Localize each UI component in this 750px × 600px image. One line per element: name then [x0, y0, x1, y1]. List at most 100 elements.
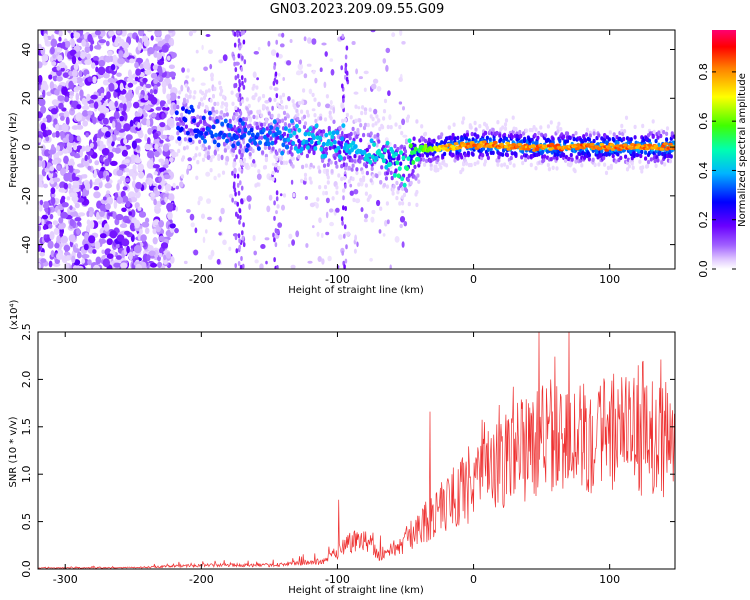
ridge-halo	[253, 163, 257, 168]
noise-blob	[87, 110, 93, 116]
noise-blob	[54, 258, 60, 264]
ridge-halo	[223, 102, 227, 107]
ridge-halo	[471, 152, 475, 157]
scatter-dot	[378, 229, 382, 234]
ridge-halo	[234, 105, 238, 111]
ridge-halo	[367, 144, 371, 150]
ridge-halo	[176, 131, 180, 136]
ridge-halo	[350, 158, 354, 163]
streak-dot	[276, 229, 279, 235]
noise-blob	[107, 50, 113, 57]
ridge-halo	[256, 182, 260, 187]
streak-dot	[240, 185, 244, 191]
noise-blob	[150, 35, 154, 41]
noise-blob	[95, 66, 99, 73]
ridge-core	[261, 127, 266, 133]
noise-blob	[153, 78, 159, 85]
ridge-halo	[569, 161, 573, 166]
ridge-halo	[436, 157, 440, 162]
ridge-halo	[558, 138, 562, 144]
ridge-halo	[347, 165, 351, 171]
noise-blob	[67, 30, 72, 33]
noise-blob	[128, 251, 133, 261]
scatter-dot	[213, 149, 217, 156]
streak-dot	[239, 264, 243, 269]
ridge-core	[671, 146, 675, 150]
noise-blob	[136, 145, 140, 151]
scatter-dot	[201, 213, 205, 219]
scatter-dot	[363, 70, 369, 75]
noise-blob	[166, 93, 171, 100]
ridge-core	[181, 106, 185, 111]
ridge-halo	[282, 110, 287, 116]
ridge-halo	[196, 114, 200, 120]
ridge-halo	[539, 125, 543, 130]
noise-blob	[84, 102, 88, 107]
ridge-core	[411, 160, 416, 165]
ridge-halo	[456, 135, 460, 141]
scatter-dot	[253, 250, 257, 256]
ridge-halo	[439, 165, 443, 170]
streak-dot	[233, 42, 237, 48]
ridge-halo	[608, 130, 612, 135]
scatter-dot	[205, 171, 211, 177]
ridge-halo	[252, 114, 256, 120]
noise-blob	[76, 265, 84, 269]
noise-blob	[75, 77, 83, 84]
ridge-halo	[307, 149, 311, 154]
ridge-halo	[453, 136, 457, 141]
ridge-halo	[631, 165, 635, 170]
streak-dot	[274, 167, 278, 173]
ridge-halo	[314, 118, 318, 124]
ridge-core	[383, 147, 388, 153]
noise-blob	[81, 253, 90, 259]
noise-blob	[51, 159, 59, 165]
ridge-halo	[556, 125, 560, 130]
noise-blob	[114, 147, 121, 154]
snr-series	[38, 332, 675, 569]
streak-dot	[241, 230, 244, 236]
ridge-halo	[224, 107, 228, 112]
streak-dot	[344, 183, 347, 189]
noise-blob	[169, 92, 177, 101]
noise-blob	[69, 165, 74, 174]
ridge-core	[250, 132, 255, 138]
ridge-halo	[300, 109, 304, 114]
ridge-halo	[450, 136, 454, 141]
ridge-core	[222, 132, 227, 138]
scatter-dot	[317, 256, 322, 262]
scatter-dot	[252, 71, 257, 78]
ridge-halo	[491, 150, 495, 155]
ridge-core	[283, 126, 288, 131]
scatter-dot	[276, 204, 280, 209]
ridge-halo	[198, 152, 202, 157]
streak-dot	[344, 258, 348, 264]
ridge-halo	[616, 152, 620, 157]
scatter-dot	[203, 66, 209, 72]
ridge-halo	[389, 125, 393, 130]
ridge-core	[394, 151, 399, 157]
ridge-halo	[241, 149, 246, 154]
ridge-core	[331, 130, 336, 136]
ridge-halo	[625, 167, 630, 172]
noise-blob	[48, 223, 53, 229]
scatter-dot	[211, 154, 215, 159]
scatter-dot	[377, 171, 382, 176]
ridge-halo	[562, 134, 566, 139]
noise-blob	[89, 142, 94, 149]
ridge-halo	[298, 100, 302, 106]
ridge-halo	[423, 131, 428, 137]
ridge-halo	[281, 105, 285, 110]
ridge-halo	[359, 177, 363, 183]
ridge-halo	[317, 165, 321, 170]
streak-dot	[342, 195, 345, 201]
streak-dot	[273, 77, 277, 83]
ridge-halo	[311, 92, 315, 98]
ridge-halo	[249, 110, 253, 115]
ridge-halo	[630, 161, 634, 166]
ridge-halo	[656, 135, 660, 140]
noise-blob	[105, 55, 112, 63]
noise-blob	[38, 74, 43, 84]
noise-blob	[72, 180, 80, 186]
ridge-core	[177, 136, 182, 142]
